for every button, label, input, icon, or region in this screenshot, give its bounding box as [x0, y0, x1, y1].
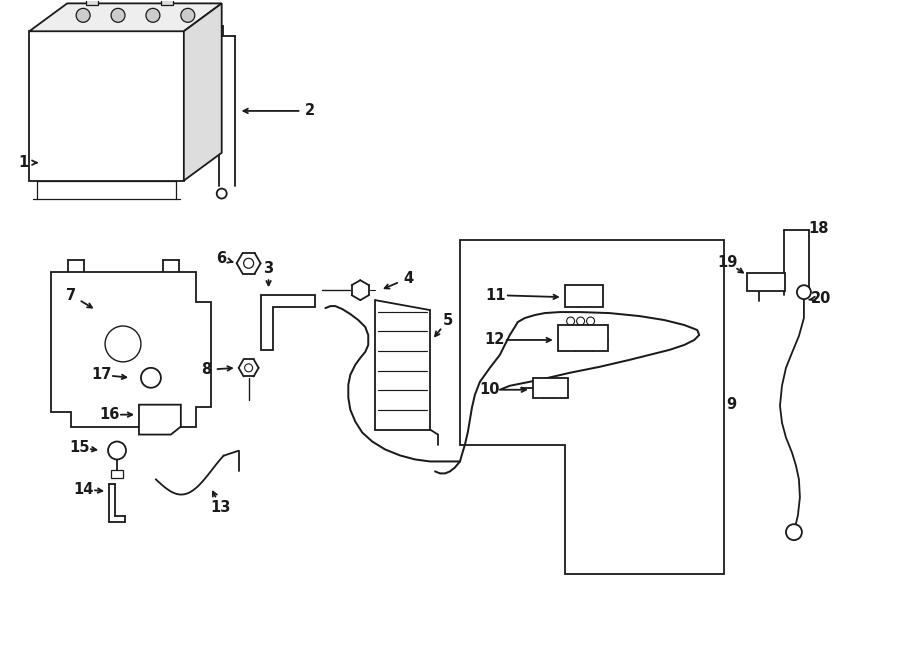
Circle shape [587, 317, 595, 325]
Polygon shape [460, 241, 724, 574]
Text: 13: 13 [211, 500, 231, 515]
Polygon shape [51, 272, 211, 426]
Circle shape [141, 368, 161, 388]
Polygon shape [139, 405, 181, 434]
Polygon shape [30, 31, 184, 180]
Text: 15: 15 [69, 440, 89, 455]
Text: 4: 4 [403, 271, 413, 286]
Text: 11: 11 [486, 288, 506, 303]
Circle shape [796, 285, 811, 299]
Text: 3: 3 [264, 260, 274, 276]
Circle shape [217, 188, 227, 198]
Bar [111, 471, 123, 479]
Text: 10: 10 [480, 382, 500, 397]
Polygon shape [261, 295, 315, 350]
Text: 5: 5 [443, 313, 453, 328]
Circle shape [108, 442, 126, 459]
Bar [161, 0, 173, 5]
Text: 16: 16 [99, 407, 119, 422]
Text: 12: 12 [485, 332, 505, 348]
Text: 8: 8 [201, 362, 211, 377]
Circle shape [577, 317, 585, 325]
Bar [533, 378, 568, 398]
Text: 9: 9 [726, 397, 736, 412]
Text: 1: 1 [18, 155, 29, 171]
Polygon shape [30, 3, 221, 31]
Circle shape [245, 364, 253, 372]
Text: 7: 7 [66, 288, 77, 303]
Circle shape [105, 326, 141, 362]
Bar [564, 285, 602, 307]
Circle shape [567, 317, 574, 325]
Circle shape [244, 258, 254, 268]
Bar [747, 273, 785, 291]
Text: 18: 18 [808, 221, 829, 236]
Circle shape [76, 9, 90, 22]
Circle shape [181, 9, 194, 22]
Text: 14: 14 [73, 482, 94, 497]
Text: 2: 2 [305, 103, 316, 118]
Text: 20: 20 [811, 291, 831, 305]
Text: 17: 17 [91, 368, 112, 382]
Circle shape [146, 9, 160, 22]
Bar [558, 325, 608, 351]
Text: 6: 6 [216, 251, 226, 266]
Text: 19: 19 [717, 254, 737, 270]
Bar [86, 0, 98, 5]
Circle shape [111, 9, 125, 22]
Polygon shape [184, 3, 221, 180]
Circle shape [786, 524, 802, 540]
